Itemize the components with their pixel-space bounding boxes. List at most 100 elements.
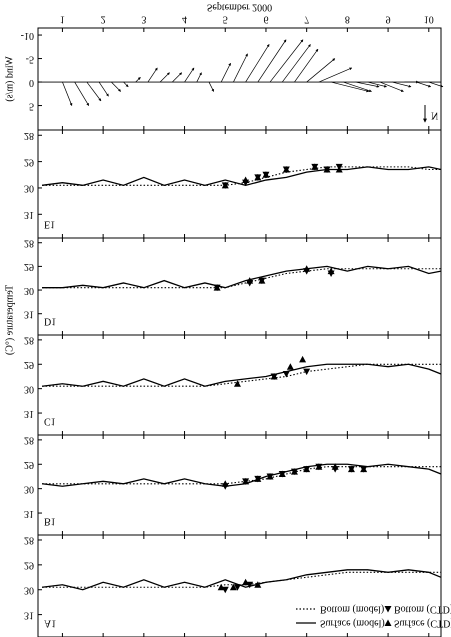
- wind-stick: [245, 44, 270, 83]
- ctd-marker: [303, 368, 311, 376]
- wind-stick: [367, 81, 387, 88]
- y-tick-label: -10: [21, 30, 34, 41]
- ctd-marker: [242, 179, 250, 187]
- wind-stick: [220, 62, 231, 83]
- ctd-marker: [262, 171, 270, 179]
- ctd-marker: [282, 371, 290, 378]
- y-tick-label: 30: [24, 383, 34, 394]
- y-tick-label: 31: [24, 609, 34, 620]
- wind-stick: [135, 77, 141, 83]
- panel-frame: [37, 27, 442, 131]
- y-axis-label: Temperature (°C): [4, 285, 15, 355]
- ctd-marker: [303, 268, 311, 275]
- x-tick-label: 10: [424, 14, 434, 25]
- y-tick-label: 5: [29, 100, 34, 111]
- model-line: [42, 166, 441, 186]
- y-tick-label: 31: [24, 308, 34, 319]
- ctd-marker: [286, 363, 294, 370]
- model-line: [41, 569, 442, 591]
- model-line: [42, 363, 441, 387]
- ctd-marker: [299, 355, 307, 363]
- ctd-marker: [282, 166, 290, 174]
- wind-stick: [147, 67, 158, 83]
- y-tick-label: 29: [24, 359, 34, 370]
- wind-stick: [172, 72, 183, 83]
- y-tick-label: 29: [24, 156, 34, 167]
- x-tick-label: 4: [182, 14, 187, 25]
- wind-stick: [318, 67, 353, 83]
- y-tick-label: 31: [24, 209, 34, 220]
- wind-stick: [98, 81, 109, 97]
- ctd-marker: [347, 466, 355, 473]
- ctd-marker: [242, 478, 250, 485]
- x-tick-label: 8: [345, 14, 350, 25]
- ctd-marker: [258, 277, 266, 285]
- x-tick-label: 2: [101, 14, 106, 25]
- model-line: [42, 268, 441, 289]
- ctd-marker: [254, 174, 262, 181]
- model-line: [42, 571, 441, 588]
- ctd-marker: [327, 270, 335, 277]
- legend-label: Surface (model): [320, 618, 385, 629]
- wind-stick: [379, 81, 404, 92]
- wind-stick: [123, 81, 129, 88]
- ctd-marker: [229, 583, 237, 591]
- wind-stick: [74, 81, 90, 106]
- ctd-marker: [221, 586, 229, 594]
- y-tick-label: -5: [26, 53, 34, 64]
- wind-stick: [269, 39, 304, 83]
- ctd-marker: [254, 475, 262, 483]
- ctd-marker: [213, 284, 221, 292]
- wind-stick: [392, 81, 412, 88]
- wind-stick: [159, 72, 170, 83]
- y-tick-label: 30: [24, 285, 34, 296]
- ctd-marker: [233, 380, 241, 387]
- x-tick-label: 1: [60, 14, 65, 25]
- x-tick-label: 7: [304, 14, 309, 25]
- ctd-marker: [233, 584, 241, 591]
- ctd-marker: [311, 163, 319, 171]
- wind-stick: [62, 81, 73, 106]
- y-tick-label: 30: [24, 483, 34, 494]
- legend-label: Bottom (model): [320, 604, 384, 615]
- wind-stick: [86, 81, 102, 102]
- ctd-marker: [254, 581, 262, 588]
- panel-label: B1: [44, 516, 56, 527]
- x-tick-label: 5: [223, 14, 228, 25]
- model-line: [42, 265, 442, 289]
- ctd-marker: [221, 182, 229, 189]
- wind-stick: [208, 81, 214, 92]
- y-tick-label: 0: [29, 77, 34, 88]
- y-tick-label: 31: [24, 408, 34, 419]
- y-tick-label: 28: [24, 237, 34, 248]
- model-line: [41, 463, 442, 487]
- y-tick-label: 29: [24, 560, 34, 571]
- x-tick-label: 6: [263, 14, 268, 25]
- ctd-marker: [335, 163, 343, 171]
- y-tick-label: 29: [24, 261, 34, 272]
- ctd-marker: [360, 466, 368, 473]
- wind-stick: [306, 58, 336, 83]
- x-tick-label: 3: [141, 14, 146, 25]
- wind-stick: [331, 81, 370, 93]
- ctd-marker: [315, 463, 323, 471]
- y-tick-label: 31: [24, 508, 34, 519]
- y-tick-label: 28: [24, 435, 34, 446]
- wind-stick: [355, 81, 380, 88]
- model-line: [41, 363, 442, 387]
- panel-label: E1: [44, 219, 55, 230]
- ctd-marker: [246, 279, 254, 287]
- ctd-marker: [323, 166, 331, 174]
- ctd-marker: [221, 483, 229, 490]
- legend-label: Bottom (CTD): [394, 604, 451, 615]
- ctd-marker: [303, 466, 311, 473]
- y-tick-label: 28: [24, 335, 34, 346]
- wind-stick: [416, 81, 432, 88]
- ctd-marker: [266, 473, 274, 480]
- north-label: N: [431, 110, 438, 121]
- wind-stick: [111, 81, 122, 92]
- y-tick-label: 28: [24, 535, 34, 546]
- wind-stick: [196, 72, 202, 83]
